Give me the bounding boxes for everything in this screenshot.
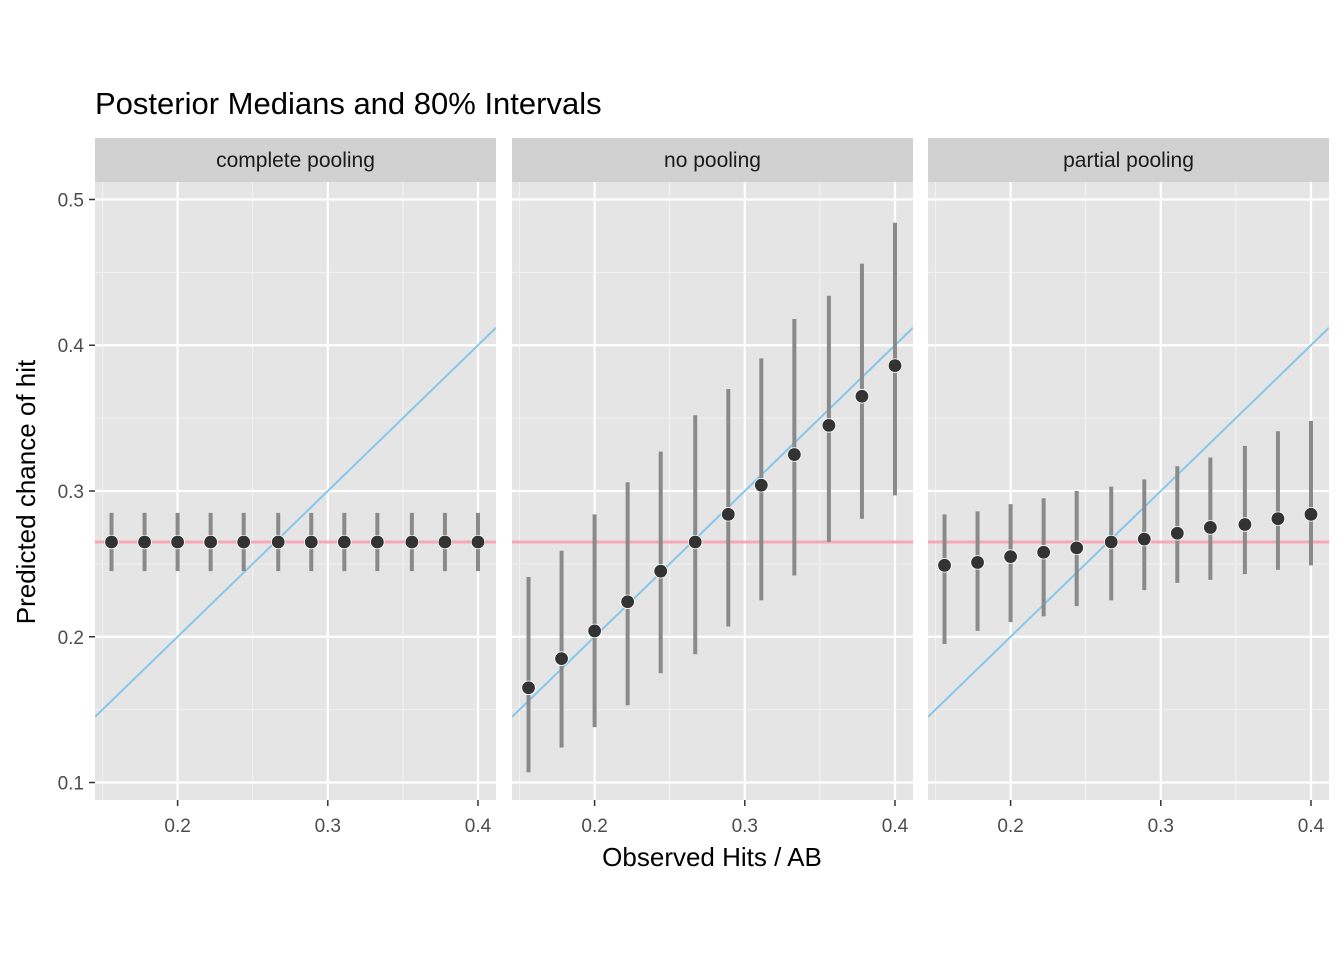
facet-panel-1: no pooling 0.2 0.3 0.4 [512, 138, 913, 837]
facet-panel-0: complete pooling 0.2 0.3 0.4 [95, 138, 496, 837]
median-point [1104, 534, 1119, 550]
median-point [170, 534, 185, 550]
facet-strip [928, 138, 1329, 182]
x-tick-label: 0.2 [164, 816, 190, 837]
y-axis-title: Predicted chance of hit [11, 359, 41, 624]
facet-panels: complete pooling 0.2 0.3 0.4 no pooling 0.2 0.… [95, 138, 1329, 837]
median-point [970, 555, 985, 570]
y-tick-label: 0.3 [58, 482, 84, 503]
identity-line [928, 327, 1329, 718]
median-point [653, 563, 668, 579]
median-point [721, 507, 736, 522]
panel-data-layer [928, 327, 1329, 718]
median-point [470, 534, 486, 550]
y-axis: 0.1 0.2 0.3 0.4 0.5 [58, 190, 95, 795]
x-tick-label: 0.2 [581, 816, 607, 837]
chart-title: Posterior Medians and 80% Intervals [95, 86, 602, 121]
median-point [1137, 531, 1152, 547]
y-tick-label: 0.4 [58, 336, 85, 357]
median-point [236, 534, 251, 550]
x-tick-label: 0.4 [465, 816, 492, 837]
median-point [1036, 545, 1051, 560]
median-point [587, 623, 602, 639]
median-point [854, 389, 870, 404]
median-point [271, 534, 286, 550]
median-point [437, 534, 453, 550]
median-point [688, 534, 703, 550]
facet-strip-label: partial pooling [1063, 149, 1194, 172]
identity-line [512, 327, 913, 718]
x-tick-label: 0.3 [315, 816, 341, 837]
median-point [137, 534, 152, 550]
median-point [754, 477, 769, 493]
median-point [821, 418, 837, 433]
median-point [787, 447, 802, 462]
panel-data-layer [512, 222, 913, 773]
median-point [404, 534, 420, 550]
median-point [1203, 520, 1218, 535]
x-tick-label: 0.4 [882, 816, 909, 837]
x-tick-label: 0.3 [1148, 816, 1174, 837]
median-point [1303, 507, 1319, 522]
y-tick-label: 0.5 [58, 190, 84, 211]
x-tick-label: 0.2 [997, 816, 1023, 837]
median-point [104, 534, 119, 550]
facet-panel-2: partial pooling 0.2 0.3 0.4 [928, 138, 1329, 837]
facet-strip-label: complete pooling [216, 149, 375, 172]
median-point [937, 558, 952, 573]
median-point [1003, 549, 1018, 564]
identity-line [95, 327, 496, 718]
facet-strip [512, 138, 913, 182]
median-point [304, 534, 319, 550]
median-point [1170, 526, 1185, 541]
x-tick-label: 0.3 [732, 816, 758, 837]
median-point [620, 594, 635, 609]
median-point [554, 651, 569, 666]
y-tick-label: 0.1 [58, 774, 84, 795]
median-point [887, 358, 903, 373]
median-point [1069, 540, 1084, 556]
median-point [370, 534, 385, 550]
median-point [1270, 511, 1286, 526]
y-tick-label: 0.2 [58, 628, 84, 649]
x-tick-label: 0.4 [1298, 816, 1325, 837]
median-point [337, 534, 352, 550]
panel-data-layer [95, 327, 496, 718]
facet-strip [95, 138, 496, 182]
median-point [1237, 517, 1253, 532]
median-point [203, 534, 218, 550]
facet-strip-label: no pooling [664, 149, 761, 172]
median-point [521, 680, 536, 695]
x-axis-title: Observed Hits / AB [602, 842, 822, 872]
